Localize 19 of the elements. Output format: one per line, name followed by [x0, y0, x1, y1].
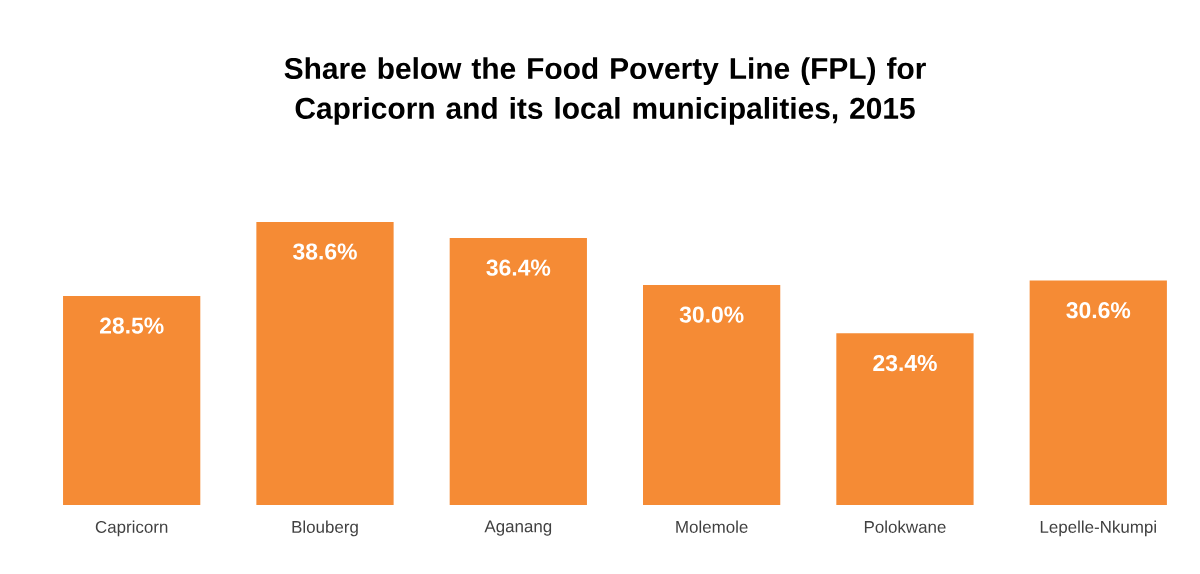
bar [256, 221, 394, 505]
x-tick-label: Molemole [676, 520, 748, 533]
x-tick-label: Capricorn [95, 520, 168, 537]
data-label: 28.5% [99, 317, 164, 334]
data-label: 36.4% [486, 259, 551, 276]
bar [836, 333, 974, 505]
x-tick-label: Polokwane [864, 520, 946, 533]
x-tick-label: Blouberg [292, 520, 358, 537]
bar [449, 238, 587, 505]
data-label: 30.6% [1066, 302, 1131, 319]
bar [643, 284, 781, 505]
bar [63, 295, 201, 505]
chart-title: Share below the Food Poverty Line (FPL) for Capricorn and its local municipalities, 2015 [284, 57, 926, 125]
data-label: 30.0% [679, 306, 744, 323]
data-label: 38.6% [293, 243, 357, 260]
data-label: 23.4% [873, 354, 937, 372]
bar [1029, 280, 1167, 505]
x-tick-label: Aganang [484, 520, 552, 536]
x-tick-label: Lepelle-Nkumpi [1040, 520, 1156, 537]
